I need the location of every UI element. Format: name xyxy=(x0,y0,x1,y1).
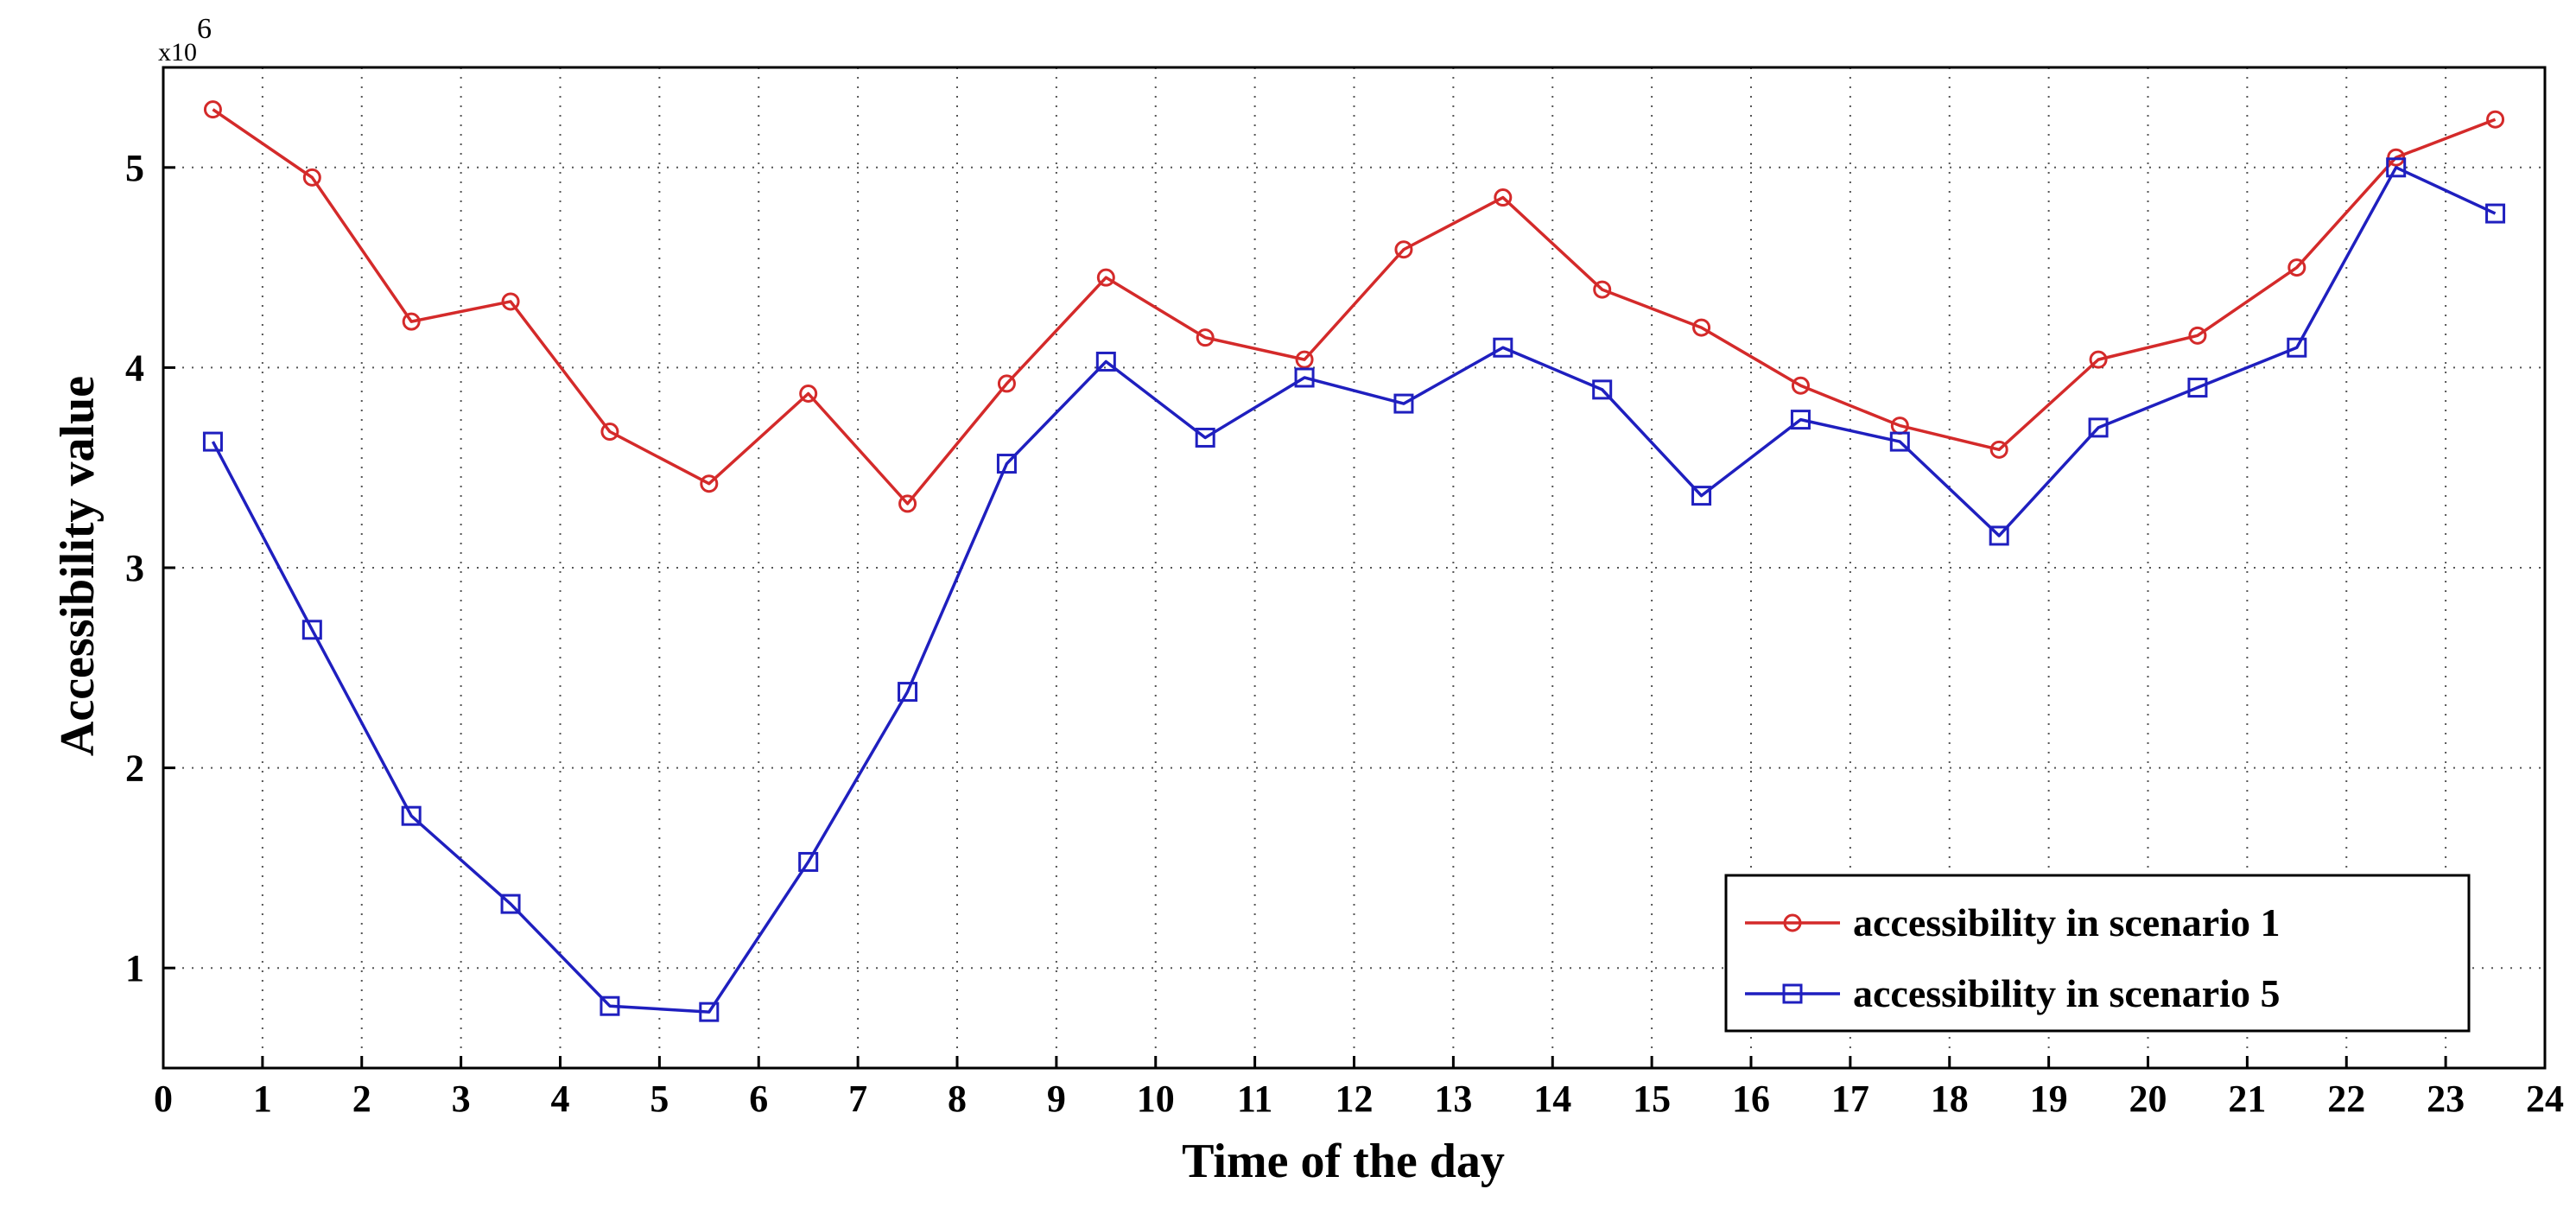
y-tick-label: 1 xyxy=(125,947,144,989)
x-tick-label: 20 xyxy=(2129,1078,2167,1120)
x-tick-label: 7 xyxy=(848,1078,867,1120)
y-tick-label: 5 xyxy=(125,147,144,189)
y-tick-label: 3 xyxy=(125,547,144,589)
x-tick-label: 24 xyxy=(2526,1078,2564,1120)
data-point xyxy=(1791,376,1810,395)
x-tick-label: 23 xyxy=(2427,1078,2465,1120)
data-point xyxy=(600,423,619,442)
y-multiplier-base: x10 xyxy=(158,38,197,67)
data-point xyxy=(898,682,918,703)
data-point xyxy=(401,805,422,826)
y-tick-label: 4 xyxy=(125,347,144,389)
data-point xyxy=(2386,157,2407,178)
data-point xyxy=(1593,280,1612,299)
data-point xyxy=(798,851,819,872)
data-point xyxy=(202,431,223,452)
data-point xyxy=(1592,379,1613,400)
y-axis-multiplier: x106 xyxy=(158,13,212,67)
data-point xyxy=(1095,351,1116,372)
data-point xyxy=(1692,318,1711,337)
x-tick-label: 1 xyxy=(253,1078,272,1120)
data-point xyxy=(1691,486,1712,506)
series-2 xyxy=(202,157,2506,1022)
data-point xyxy=(996,454,1017,474)
x-tick-label: 22 xyxy=(2327,1078,2365,1120)
y-multiplier-exponent: 6 xyxy=(197,13,212,45)
x-tick-label: 12 xyxy=(1336,1078,1374,1120)
data-point xyxy=(203,100,222,119)
data-point xyxy=(301,620,322,640)
x-axis-title: Time of the day xyxy=(1182,1135,1505,1188)
data-point xyxy=(2485,203,2506,224)
x-tick-label: 18 xyxy=(1931,1078,1969,1120)
data-point xyxy=(1295,350,1314,369)
x-tick-label: 16 xyxy=(1732,1078,1770,1120)
y-axis-title: Accessibility value xyxy=(51,376,105,756)
legend-label: accessibility in scenario 1 xyxy=(1853,900,2280,944)
x-tick-label: 4 xyxy=(551,1078,570,1120)
legend-label: accessibility in scenario 5 xyxy=(1853,971,2280,1015)
x-tick-label: 15 xyxy=(1633,1078,1671,1120)
data-point xyxy=(1790,410,1811,430)
data-point xyxy=(1889,431,1910,452)
data-point xyxy=(2088,417,2109,438)
data-point xyxy=(1493,337,1513,358)
x-tick-label: 0 xyxy=(154,1078,173,1120)
data-point xyxy=(799,385,818,404)
data-point xyxy=(699,1002,720,1022)
data-point xyxy=(1989,525,2009,546)
x-tick-label: 6 xyxy=(749,1078,768,1120)
data-point xyxy=(2089,350,2108,369)
x-tick-label: 21 xyxy=(2228,1078,2266,1120)
axis-ticks: 0 1 2 3 4 5 6 7 8 9 10 11 12 13 14 15 16 17 18 19 20 21 22 23 24… xyxy=(125,147,2564,1120)
data-point xyxy=(2287,258,2306,277)
x-tick-label: 11 xyxy=(1237,1078,1273,1120)
x-tick-label: 3 xyxy=(452,1078,471,1120)
x-tick-label: 9 xyxy=(1047,1078,1066,1120)
legend-box xyxy=(1724,874,2471,1033)
data-point xyxy=(2287,337,2307,358)
data-point xyxy=(1195,427,1215,448)
data-point xyxy=(997,374,1016,393)
legend-item: accessibility in scenario 1 xyxy=(1745,900,2280,944)
x-tick-label: 10 xyxy=(1137,1078,1175,1120)
data-point xyxy=(1294,367,1315,388)
data-point xyxy=(1783,913,1802,932)
series-line xyxy=(212,108,2497,506)
x-tick-label: 8 xyxy=(948,1078,967,1120)
x-tick-label: 13 xyxy=(1434,1078,1472,1120)
data-point xyxy=(1393,393,1414,414)
data-point xyxy=(898,494,917,513)
y-tick-label: 2 xyxy=(125,747,144,790)
series-1 xyxy=(203,100,2505,513)
data-point xyxy=(1394,240,1413,259)
data-point xyxy=(1989,440,2008,459)
data-point xyxy=(402,312,421,331)
data-point xyxy=(2188,326,2207,345)
data-point xyxy=(302,168,321,187)
data-point xyxy=(700,474,719,493)
data-point xyxy=(501,292,520,311)
data-point xyxy=(1096,268,1115,287)
x-tick-label: 19 xyxy=(2030,1078,2068,1120)
x-tick-label: 5 xyxy=(650,1078,669,1120)
legend-item: accessibility in scenario 5 xyxy=(1745,971,2280,1015)
data-point xyxy=(500,893,521,914)
x-tick-label: 2 xyxy=(352,1078,371,1120)
x-tick-label: 14 xyxy=(1533,1078,1571,1120)
data-point xyxy=(2387,148,2406,167)
data-point xyxy=(1494,188,1513,207)
legend: accessibility in scenario 1 accessibility… xyxy=(1724,874,2471,1033)
x-tick-label: 17 xyxy=(1831,1078,1869,1120)
series-line xyxy=(211,166,2497,1014)
data-point xyxy=(600,995,620,1016)
data-point xyxy=(1782,983,1803,1004)
data-point xyxy=(2187,378,2208,398)
data-point xyxy=(2486,110,2505,129)
series-group xyxy=(202,100,2506,1022)
data-point xyxy=(1196,328,1215,347)
